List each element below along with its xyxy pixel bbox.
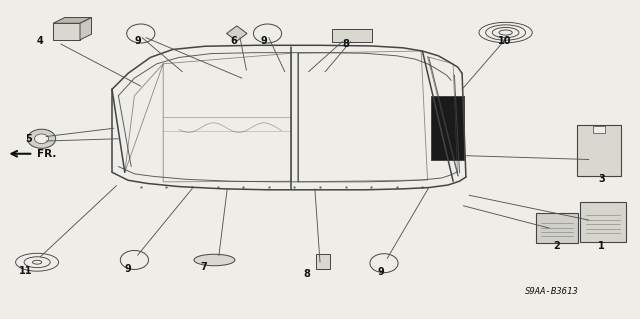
- Polygon shape: [53, 23, 80, 40]
- FancyBboxPatch shape: [431, 96, 464, 160]
- Text: 9: 9: [134, 36, 141, 47]
- Text: 9: 9: [125, 263, 131, 274]
- Ellipse shape: [253, 24, 282, 43]
- Text: 8: 8: [304, 269, 310, 279]
- Ellipse shape: [370, 254, 398, 273]
- Text: 3: 3: [598, 174, 605, 184]
- Text: S9AA-B3613: S9AA-B3613: [525, 287, 579, 296]
- FancyBboxPatch shape: [332, 29, 372, 42]
- Text: 5: 5: [26, 134, 32, 144]
- Polygon shape: [227, 26, 247, 41]
- Text: 9: 9: [378, 267, 384, 277]
- Text: 11: 11: [19, 265, 33, 276]
- Text: 2: 2: [554, 241, 560, 251]
- FancyBboxPatch shape: [580, 202, 626, 242]
- Text: 1: 1: [598, 241, 605, 251]
- Ellipse shape: [28, 129, 56, 148]
- Ellipse shape: [194, 254, 235, 266]
- Polygon shape: [53, 18, 92, 23]
- Text: 4: 4: [36, 35, 43, 46]
- Ellipse shape: [127, 24, 155, 43]
- Text: 7: 7: [200, 262, 207, 272]
- FancyBboxPatch shape: [536, 213, 578, 243]
- Text: 6: 6: [230, 36, 237, 47]
- FancyBboxPatch shape: [593, 126, 605, 133]
- Text: 9: 9: [261, 36, 268, 47]
- FancyBboxPatch shape: [577, 125, 621, 176]
- Text: FR.: FR.: [37, 149, 56, 159]
- Polygon shape: [80, 18, 92, 40]
- Ellipse shape: [35, 134, 49, 144]
- FancyBboxPatch shape: [316, 254, 330, 269]
- Text: 8: 8: [342, 39, 349, 49]
- Ellipse shape: [120, 250, 148, 270]
- Text: 10: 10: [497, 36, 511, 46]
